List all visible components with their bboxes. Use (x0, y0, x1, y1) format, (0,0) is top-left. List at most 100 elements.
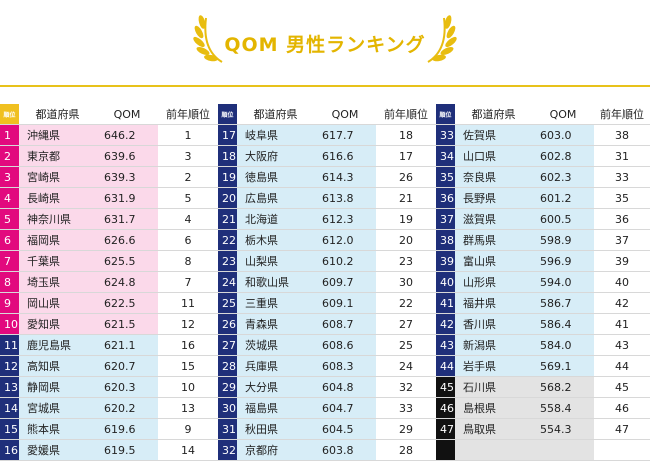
table-row: 8 埼玉県 624.8 7 24 和歌山県 609.7 30 40 山形県 594.0 40 (0, 271, 650, 293)
prev-rank-cell: 8 (158, 250, 218, 272)
pref-header: 都道府県 (19, 104, 96, 125)
rank-cell: 30 (218, 397, 237, 419)
qom-header: QOM (532, 104, 594, 125)
prefecture-cell: 大阪府 (237, 145, 314, 167)
qom-cell: 639.3 (96, 166, 158, 188)
rank-cell: 46 (436, 397, 455, 419)
qom-cell: 600.5 (532, 208, 594, 230)
qom-cell: 554.3 (532, 418, 594, 440)
pref-header: 都道府県 (455, 104, 532, 125)
prefecture-cell: 岐阜県 (237, 124, 314, 146)
rank-cell: 18 (218, 145, 237, 167)
rank-cell (436, 439, 455, 461)
qom-cell: 604.5 (314, 418, 376, 440)
prev-rank-cell: 37 (594, 229, 650, 251)
prefecture-cell: 山口県 (455, 145, 532, 167)
prev-header: 前年順位 (594, 104, 650, 125)
prefecture-cell: 島根県 (455, 397, 532, 419)
laurel-left-icon (193, 15, 223, 63)
qom-cell: 619.5 (96, 439, 158, 461)
rank-cell: 1 (0, 124, 19, 146)
prev-rank-cell: 15 (158, 355, 218, 377)
prev-rank-cell: 44 (594, 355, 650, 377)
prefecture-cell: 千葉県 (19, 250, 96, 272)
prefecture-cell: 群馬県 (455, 229, 532, 251)
qom-cell: 608.6 (314, 334, 376, 356)
rank-cell: 16 (0, 439, 19, 461)
rank-cell: 6 (0, 229, 19, 251)
qom-cell: 619.6 (96, 418, 158, 440)
prefecture-cell: 徳島県 (237, 166, 314, 188)
prefecture-cell: 京都府 (237, 439, 314, 461)
rank-cell: 41 (436, 292, 455, 314)
prev-rank-cell: 35 (594, 187, 650, 209)
qom-cell: 613.8 (314, 187, 376, 209)
prev-rank-cell: 19 (376, 208, 436, 230)
prev-rank-cell: 3 (158, 145, 218, 167)
rank-cell: 34 (436, 145, 455, 167)
qom-cell: 622.5 (96, 292, 158, 314)
rank-header: 順位 (436, 104, 455, 125)
prefecture-cell: 福岡県 (19, 229, 96, 251)
prev-rank-cell: 43 (594, 334, 650, 356)
prefecture-cell: 佐賀県 (455, 124, 532, 146)
prefecture-cell: 青森県 (237, 313, 314, 335)
rank-cell: 45 (436, 376, 455, 398)
prev-rank-cell: 33 (594, 166, 650, 188)
rank-cell: 25 (218, 292, 237, 314)
prev-rank-cell: 32 (376, 376, 436, 398)
prev-rank-cell: 26 (376, 166, 436, 188)
qom-cell: 631.9 (96, 187, 158, 209)
rank-cell: 42 (436, 313, 455, 335)
prev-rank-cell: 11 (158, 292, 218, 314)
qom-cell: 646.2 (96, 124, 158, 146)
prefecture-cell: 岡山県 (19, 292, 96, 314)
prefecture-cell: 和歌山県 (237, 271, 314, 293)
prefecture-cell: 宮崎県 (19, 166, 96, 188)
prev-rank-cell: 27 (376, 313, 436, 335)
rank-cell: 17 (218, 124, 237, 146)
qom-cell: 609.1 (314, 292, 376, 314)
rank-cell: 47 (436, 418, 455, 440)
rank-cell: 43 (436, 334, 455, 356)
table-row: 16 愛媛県 619.5 14 32 京都府 603.8 28 (0, 439, 650, 461)
rank-cell: 31 (218, 418, 237, 440)
title-area: QOM 男性ランキング (0, 0, 650, 90)
table-row: 12 高知県 620.7 15 28 兵庫県 608.3 24 44 岩手県 569.1 44 (0, 355, 650, 377)
prefecture-cell: 山形県 (455, 271, 532, 293)
prev-rank-cell: 14 (158, 439, 218, 461)
rank-cell: 13 (0, 376, 19, 398)
rank-cell: 36 (436, 187, 455, 209)
laurel-right-icon (427, 15, 457, 63)
qom-cell: 614.3 (314, 166, 376, 188)
prefecture-cell: 宮城県 (19, 397, 96, 419)
table-row: 4 長崎県 631.9 5 20 広島県 613.8 21 36 長野県 601.2 35 (0, 187, 650, 209)
qom-cell: 612.0 (314, 229, 376, 251)
qom-cell: 601.2 (532, 187, 594, 209)
table-row: 6 福岡県 626.6 6 22 栃木県 612.0 20 38 群馬県 598.9 37 (0, 229, 650, 251)
qom-cell: 608.7 (314, 313, 376, 335)
prefecture-cell: 三重県 (237, 292, 314, 314)
prev-rank-cell: 21 (376, 187, 436, 209)
prev-rank-cell: 12 (158, 313, 218, 335)
qom-cell: 603.8 (314, 439, 376, 461)
prev-rank-cell: 23 (376, 250, 436, 272)
qom-cell: 631.7 (96, 208, 158, 230)
prev-rank-cell: 7 (158, 271, 218, 293)
prev-rank-cell: 20 (376, 229, 436, 251)
qom-cell: 594.0 (532, 271, 594, 293)
qom-cell: 617.7 (314, 124, 376, 146)
prefecture-cell: 熊本県 (19, 418, 96, 440)
prefecture-cell: 大分県 (237, 376, 314, 398)
qom-header: QOM (314, 104, 376, 125)
qom-cell: 616.6 (314, 145, 376, 167)
prefecture-cell: 東京都 (19, 145, 96, 167)
prefecture-cell: 滋賀県 (455, 208, 532, 230)
prev-rank-cell: 30 (376, 271, 436, 293)
prev-rank-cell: 47 (594, 418, 650, 440)
table-row: 11 鹿児島県 621.1 16 27 茨城県 608.6 25 43 新潟県 584.0 43 (0, 334, 650, 356)
prefecture-cell: 石川県 (455, 376, 532, 398)
prev-rank-cell: 9 (158, 418, 218, 440)
rank-cell: 24 (218, 271, 237, 293)
rank-cell: 37 (436, 208, 455, 230)
